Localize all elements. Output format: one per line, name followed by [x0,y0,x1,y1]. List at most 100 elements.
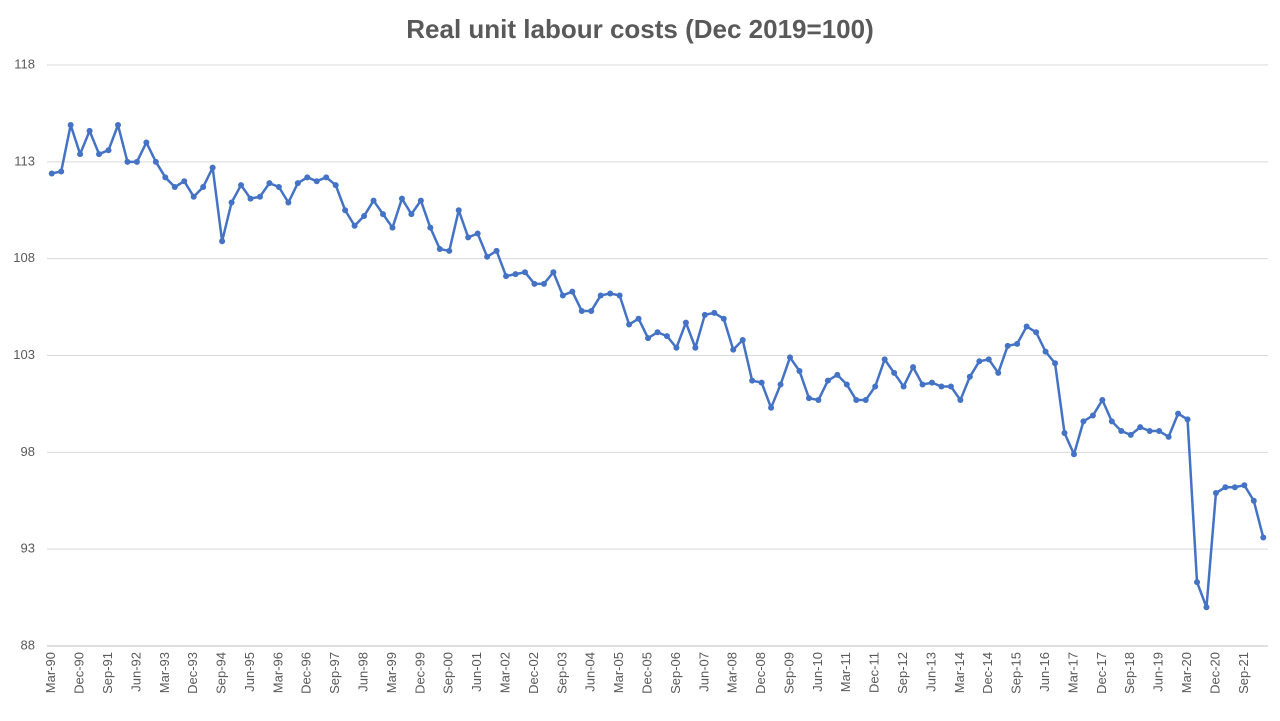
y-tick-label: 113 [14,153,35,168]
data-point [96,151,103,158]
data-point [143,139,150,146]
x-tick-label: Mar-17 [1065,652,1080,693]
data-point [730,346,737,353]
x-tick-label: Mar-05 [611,652,626,693]
data-point [67,122,74,129]
data-point [48,170,55,177]
x-tick-label: Sep-18 [1122,652,1137,694]
data-point [294,180,301,187]
data-point [389,224,396,231]
x-tick-label: Sep-21 [1236,652,1251,694]
data-point [995,369,1002,376]
data-point [455,207,462,214]
data-point [682,319,689,326]
data-point [843,381,850,388]
y-tick-label: 98 [21,444,35,459]
data-point [332,182,339,189]
data-point [446,247,453,254]
data-point [805,395,812,402]
x-tick-label: Dec-14 [980,652,995,694]
y-tick-label: 88 [21,637,35,652]
data-point [1070,451,1077,458]
data-point [77,151,84,158]
x-tick-label: Mar-96 [270,652,285,693]
data-point [1231,484,1238,491]
data-point [1146,428,1153,435]
x-tick-label: Dec-90 [72,652,87,694]
data-point [824,377,831,384]
data-point [152,158,159,165]
data-point [1014,340,1021,347]
data-point [266,180,273,187]
data-point [966,373,973,380]
x-tick-label: Jun-16 [1037,652,1052,692]
data-point [181,178,188,185]
data-point [597,292,604,299]
data-point [654,329,661,336]
data-point [588,307,595,314]
data-point [1042,348,1049,355]
data-point [171,184,178,191]
data-point [1052,360,1059,367]
x-tick-label: Dec-08 [753,652,768,694]
data-point [380,211,387,218]
x-tick-label: Mar-90 [43,652,58,693]
data-point [398,195,405,202]
y-tick-label: 93 [21,541,35,556]
x-tick-label: Sep-09 [781,652,796,694]
data-point [815,397,822,404]
data-point [673,344,680,351]
data-point [1023,323,1030,330]
data-point [635,315,642,322]
data-point [928,379,935,386]
data-point [872,383,879,390]
data-point [758,379,765,386]
x-tick-label: Mar-20 [1179,652,1194,693]
data-point [436,245,443,252]
data-point [1099,397,1106,404]
x-tick-label: Dec-05 [639,652,654,694]
data-point [777,381,784,388]
data-point [512,271,519,278]
data-point [256,193,263,200]
data-point [1212,490,1219,497]
data-point [607,290,614,297]
data-point [834,371,841,378]
data-point [219,238,226,245]
data-point [1203,604,1210,611]
data-point [1184,416,1191,423]
data-point [190,193,197,200]
data-point [1250,497,1257,504]
chart-title: Real unit labour costs (Dec 2019=100) [406,14,873,44]
x-tick-label: Jun-04 [583,652,598,692]
data-point [228,199,235,206]
x-tick-label: Mar-99 [384,652,399,693]
x-tick-label: Jun-98 [356,652,371,692]
data-point [1165,433,1172,440]
data-point [862,397,869,404]
data-point [739,337,746,344]
data-point [1004,342,1011,349]
data-point [768,404,775,411]
x-tick-label: Dec-93 [185,652,200,694]
x-tick-label: Jun-10 [810,652,825,692]
data-point [133,158,140,165]
data-point [304,174,311,181]
data-point [1089,412,1096,419]
data-point [787,354,794,361]
data-point [521,269,528,276]
data-point [1156,428,1163,435]
data-point [484,253,491,260]
y-tick-label: 108 [13,250,35,265]
x-tick-label: Mar-02 [497,652,512,693]
x-tick-label: Mar-93 [157,652,172,693]
data-point [550,269,557,276]
data-point [238,182,245,189]
data-point [162,174,169,181]
x-tick-label: Jun-19 [1151,652,1166,692]
x-tick-label: Dec-96 [299,652,314,694]
data-point [1194,579,1201,586]
data-point [86,127,93,134]
data-point [957,397,964,404]
